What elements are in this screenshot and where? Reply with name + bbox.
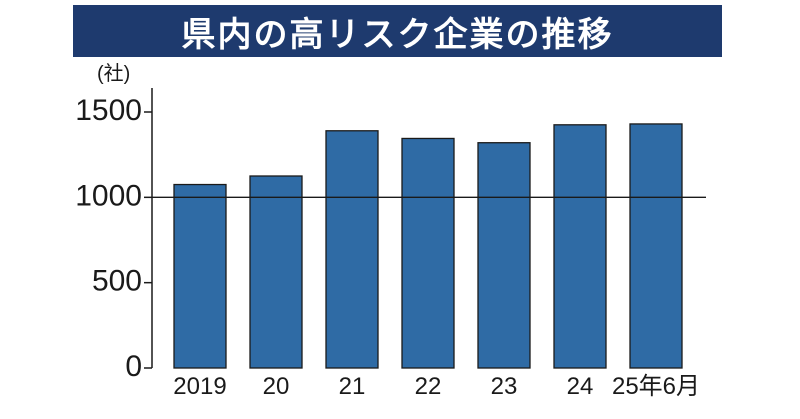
y-tick-label-1000: 1000 xyxy=(75,179,142,212)
x-tick-label-23: 23 xyxy=(491,373,518,400)
bar-22 xyxy=(401,137,455,369)
bar-23 xyxy=(477,142,531,369)
bar-2019 xyxy=(173,183,227,369)
x-tick-label-24: 24 xyxy=(567,373,594,400)
chart-title: 県内の高リスク企業の推移 xyxy=(73,5,722,57)
bar-24 xyxy=(553,124,607,369)
x-tick-label-20: 20 xyxy=(263,373,290,400)
x-tick-label-21: 21 xyxy=(339,373,366,400)
bar-21 xyxy=(325,130,379,369)
bar-20 xyxy=(249,175,303,369)
x-tick-label-25年6月: 25年6月 xyxy=(612,373,700,400)
x-tick-label-22: 22 xyxy=(415,373,442,400)
y-axis-unit-label: (社) xyxy=(97,62,130,85)
x-tick-label-2019: 2019 xyxy=(173,373,226,400)
y-tick-label-1500: 1500 xyxy=(75,94,142,127)
bar-25年6月 xyxy=(629,123,683,369)
y-tick-label-0: 0 xyxy=(125,350,142,383)
y-tick-label-500: 500 xyxy=(92,265,142,298)
